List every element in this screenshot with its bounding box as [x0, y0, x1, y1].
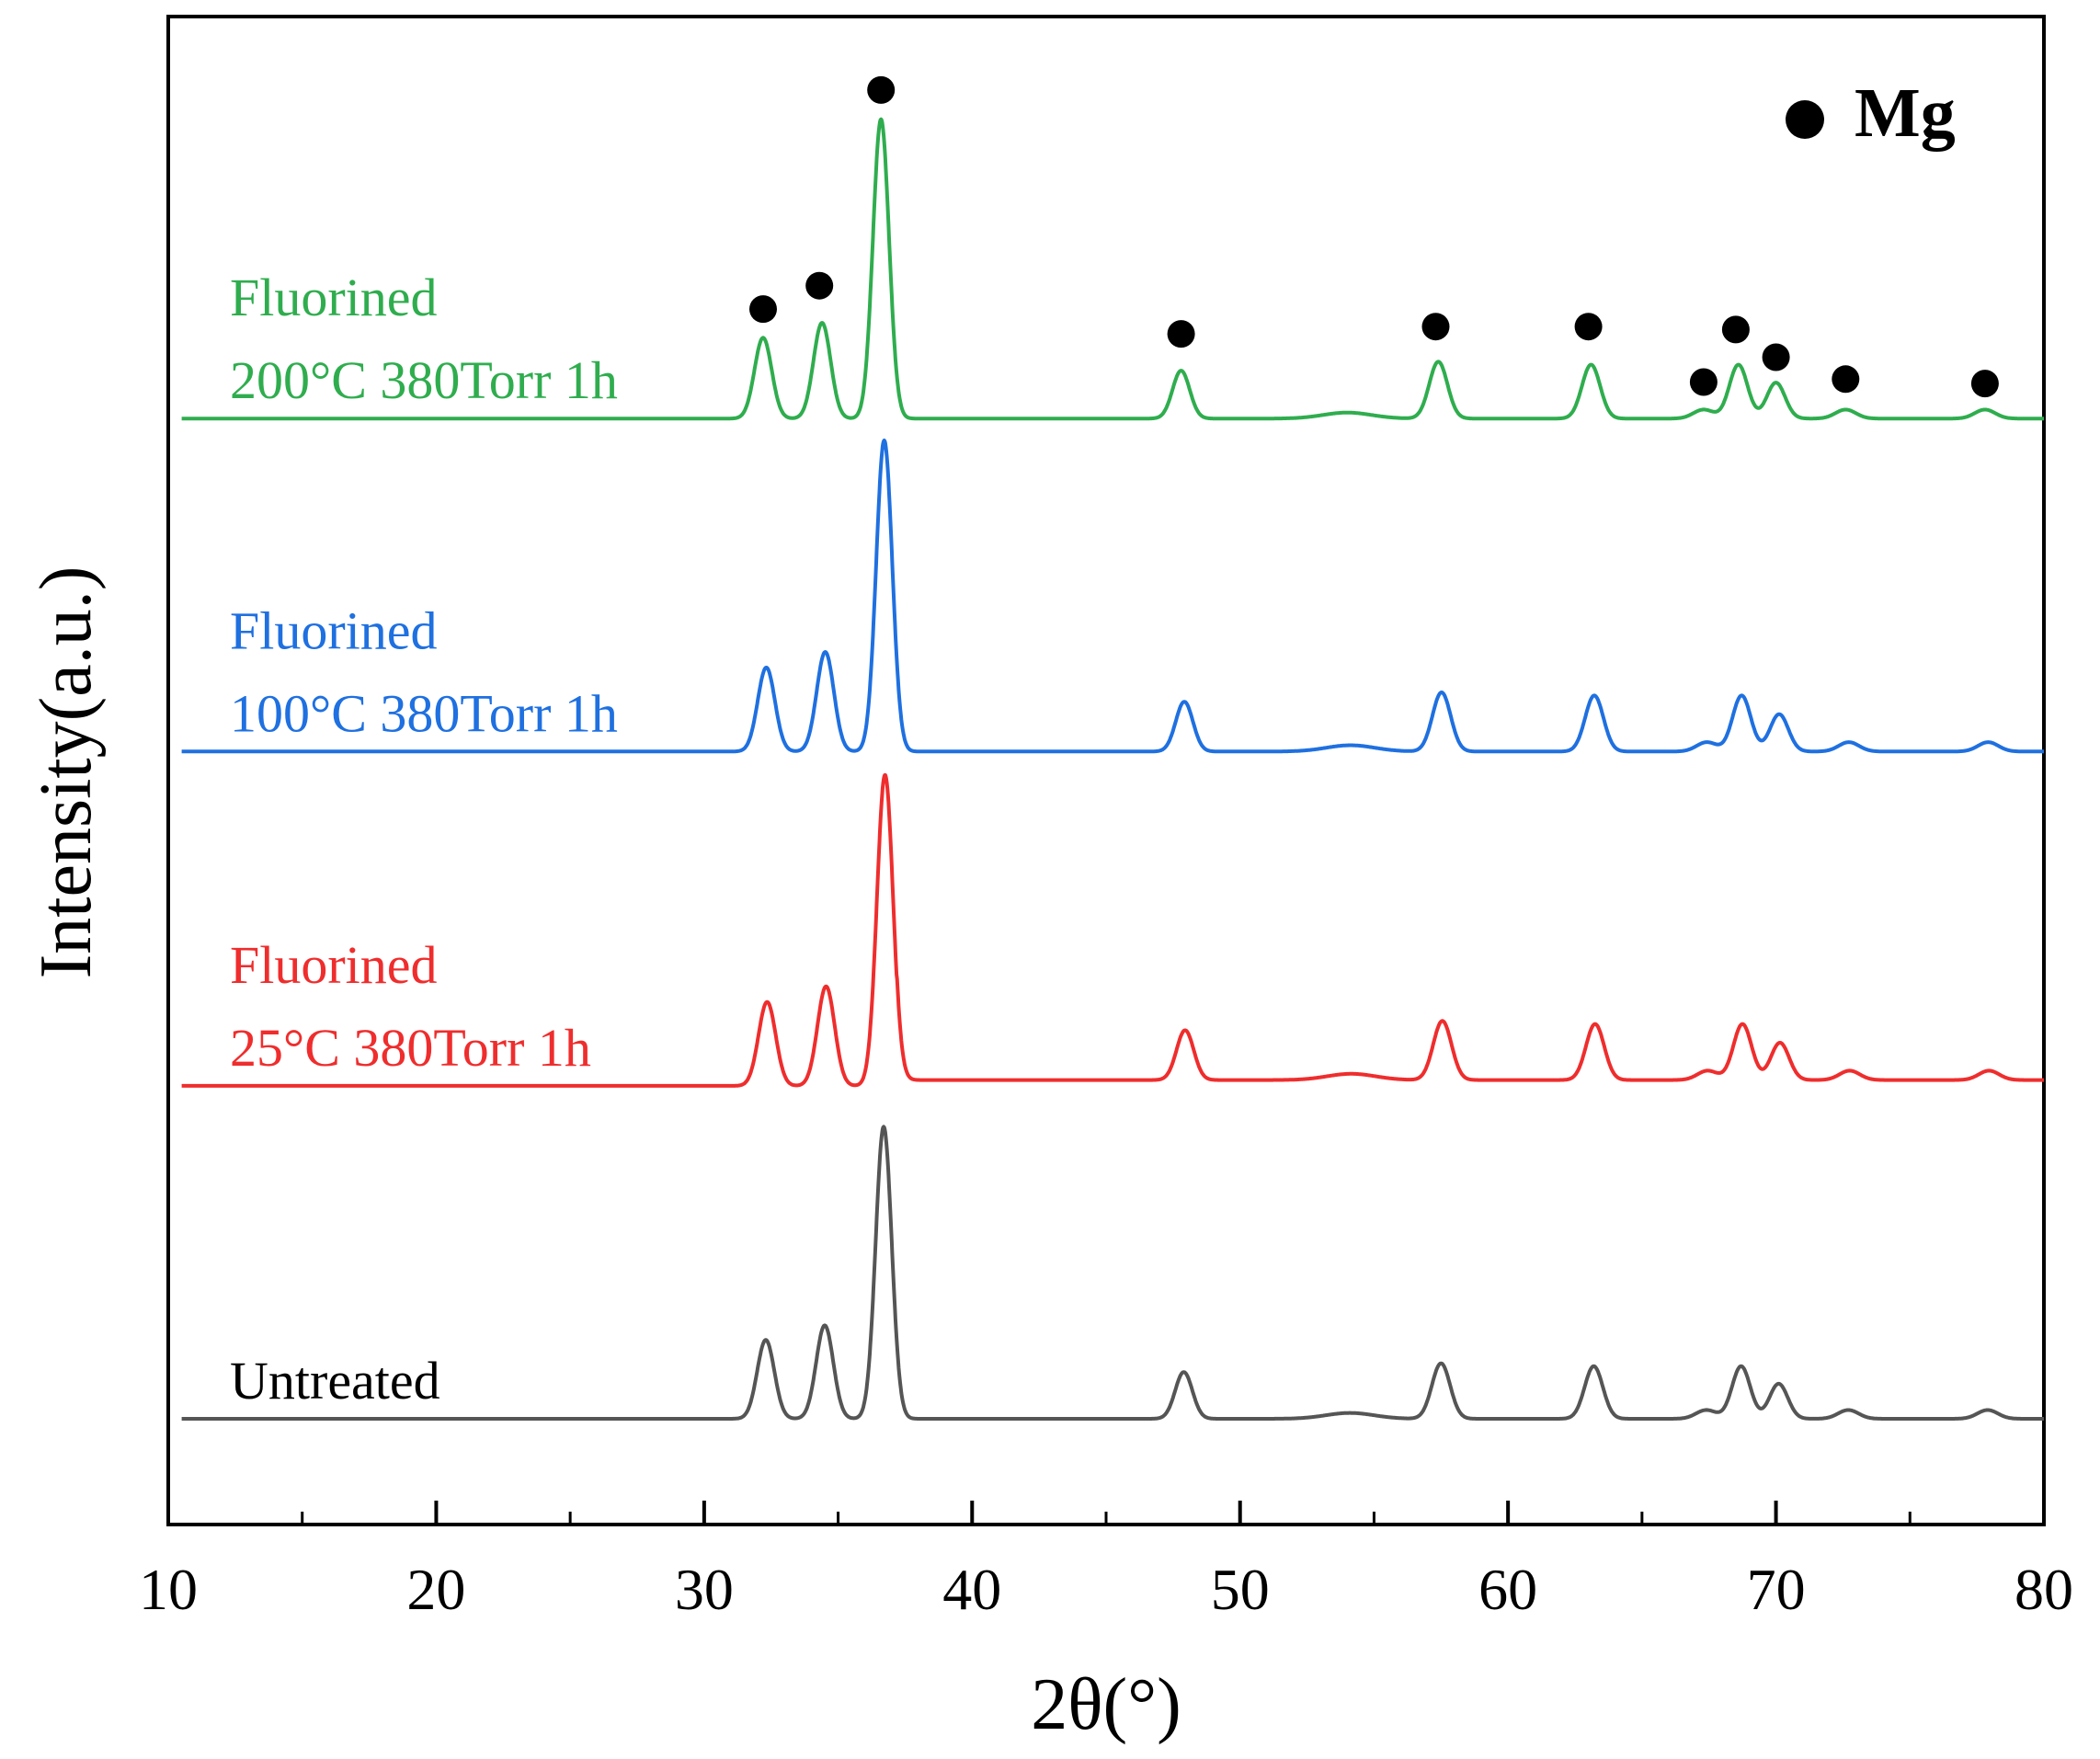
- series-label-line: 200°C 380Torr 1h: [230, 350, 618, 410]
- series-line: [180, 439, 2046, 754]
- mg-marker: [1970, 370, 1999, 398]
- legend: Mg: [1786, 74, 1956, 152]
- series-label: Fluorined 200°C 380Torr 1h: [230, 268, 618, 410]
- series-line: [180, 772, 2046, 1088]
- mg-marker: [1762, 343, 1790, 371]
- mg-marker: [1689, 368, 1718, 396]
- x-tick-label: 10: [139, 1557, 198, 1622]
- mg-markers: [749, 75, 1999, 398]
- x-tick-label: 70: [1747, 1557, 1806, 1622]
- x-tick-label: 60: [1478, 1557, 1537, 1622]
- mg-marker: [1832, 365, 1860, 394]
- x-tick-label: 80: [2014, 1557, 2073, 1622]
- x-tick-label: 30: [675, 1557, 734, 1622]
- series-label-line: Untreated: [230, 1351, 440, 1411]
- series-label-line: 25°C 380Torr 1h: [230, 1018, 591, 1078]
- x-axis-title: 2θ(°): [1031, 1664, 1181, 1745]
- x-axis-tick-labels: 10 20 30 40 50 60 70 80: [139, 1557, 2073, 1622]
- mg-marker: [867, 75, 896, 104]
- x-tick-label: 20: [406, 1557, 465, 1622]
- x-tick-label: 50: [1211, 1557, 1270, 1622]
- series-label-line: Fluorined: [230, 600, 438, 660]
- series-label: Untreated: [230, 1351, 440, 1411]
- legend-marker-icon: [1786, 100, 1824, 139]
- series-label-line: 100°C 380Torr 1h: [230, 683, 618, 743]
- series-label: Fluorined 25°C 380Torr 1h: [230, 935, 591, 1078]
- legend-label: Mg: [1855, 74, 1956, 152]
- series-line: [180, 1125, 2046, 1421]
- x-tick-label: 40: [942, 1557, 1001, 1622]
- plot-frame: [166, 15, 2046, 1526]
- mg-marker: [805, 271, 834, 300]
- series-label-line: Fluorined: [230, 935, 438, 995]
- mg-marker: [1574, 313, 1603, 341]
- mg-marker: [749, 295, 777, 324]
- x-axis-ticks: [301, 1501, 1912, 1525]
- y-axis-title: Intensity(a.u.): [26, 566, 107, 979]
- series-label-line: Fluorined: [230, 268, 438, 327]
- mg-marker: [1721, 315, 1750, 344]
- mg-marker: [1167, 320, 1195, 348]
- mg-marker: [1421, 313, 1450, 341]
- series-label: Fluorined 100°C 380Torr 1h: [230, 600, 618, 743]
- series-group: [180, 117, 2046, 1421]
- series-line: [180, 117, 2046, 421]
